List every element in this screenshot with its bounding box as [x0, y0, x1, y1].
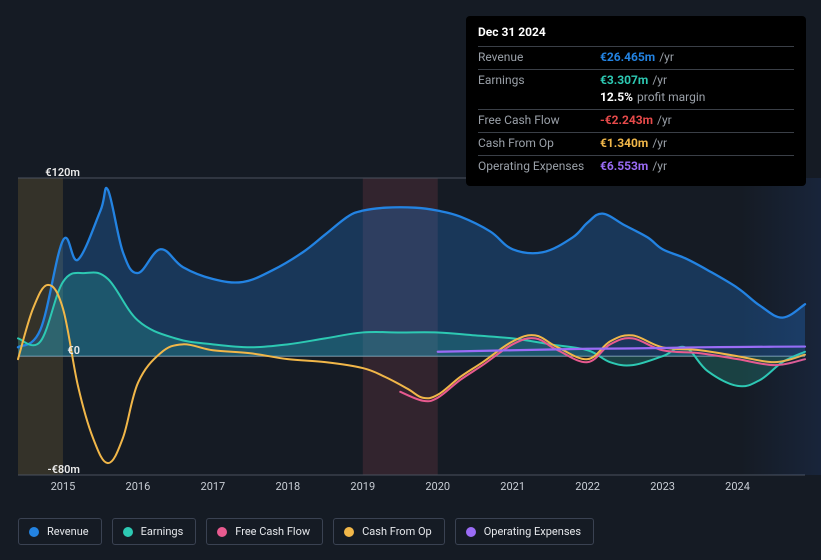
- tooltip-row-value: €6.553m: [600, 160, 648, 174]
- x-tick-label: 2015: [51, 480, 76, 493]
- x-tick-label: 2024: [725, 480, 750, 493]
- tooltip-row-value: €26.465m: [600, 51, 655, 65]
- tooltip-row: Operating Expenses€6.553m/yr: [478, 155, 794, 178]
- y-tick-label: -€80m: [20, 463, 80, 476]
- tooltip-row-suffix: /yr: [652, 74, 667, 88]
- tooltip-row-label: Operating Expenses: [478, 160, 600, 174]
- tooltip-row: Earnings€3.307m/yr: [478, 69, 794, 92]
- tooltip-row-value: €1.340m: [600, 137, 648, 151]
- legend-item-operating_expenses[interactable]: Operating Expenses: [455, 518, 594, 545]
- legend-label: Cash From Op: [362, 525, 432, 538]
- legend-item-free_cash_flow[interactable]: Free Cash Flow: [206, 518, 323, 545]
- chart-legend: Revenue Earnings Free Cash Flow Cash From O…: [18, 518, 594, 545]
- x-tick-label: 2017: [201, 480, 226, 493]
- legend-label: Operating Expenses: [484, 525, 581, 538]
- tooltip-row: Cash From Op€1.340m/yr: [478, 132, 794, 155]
- tooltip-row-label: Cash From Op: [478, 137, 600, 151]
- tooltip-row-suffix: /yr: [652, 160, 667, 174]
- tooltip-row-suffix: profit margin: [637, 91, 705, 105]
- x-tick-label: 2020: [425, 480, 450, 493]
- tooltip-row-suffix: /yr: [652, 137, 667, 151]
- legend-swatch: [29, 527, 39, 537]
- legend-label: Revenue: [47, 525, 89, 538]
- chart-tooltip: Dec 31 2024 Revenue€26.465m/yrEarnings€3…: [466, 16, 806, 186]
- tooltip-row-suffix: /yr: [659, 51, 674, 65]
- tooltip-row: Revenue€26.465m/yr: [478, 46, 794, 69]
- tooltip-row: 12.5% profit margin: [478, 91, 794, 109]
- legend-item-earnings[interactable]: Earnings: [112, 518, 197, 545]
- x-tick-label: 2022: [575, 480, 600, 493]
- legend-item-revenue[interactable]: Revenue: [18, 518, 102, 545]
- legend-item-cash_from_op[interactable]: Cash From Op: [333, 518, 445, 545]
- x-tick-label: 2023: [650, 480, 675, 493]
- y-tick-label: €0: [20, 344, 80, 357]
- x-tick-label: 2019: [350, 480, 375, 493]
- x-tick-label: 2021: [500, 480, 525, 493]
- tooltip-row-value: 12.5%: [600, 91, 633, 105]
- legend-swatch: [466, 527, 476, 537]
- tooltip-row-suffix: /yr: [657, 114, 672, 128]
- legend-label: Earnings: [141, 525, 184, 538]
- y-tick-label: €120m: [20, 166, 80, 179]
- tooltip-row-value: €3.307m: [600, 74, 648, 88]
- legend-swatch: [344, 527, 354, 537]
- tooltip-row-label: Free Cash Flow: [478, 114, 600, 128]
- legend-label: Free Cash Flow: [235, 525, 310, 538]
- legend-swatch: [217, 527, 227, 537]
- tooltip-row: Free Cash Flow-€2.243m/yr: [478, 109, 794, 132]
- tooltip-row-value: -€2.243m: [600, 114, 653, 128]
- tooltip-row-label: Earnings: [478, 74, 600, 88]
- tooltip-row-label: Revenue: [478, 51, 600, 65]
- x-tick-label: 2016: [126, 480, 151, 493]
- x-tick-label: 2018: [275, 480, 300, 493]
- tooltip-title: Dec 31 2024: [478, 26, 794, 46]
- legend-swatch: [123, 527, 133, 537]
